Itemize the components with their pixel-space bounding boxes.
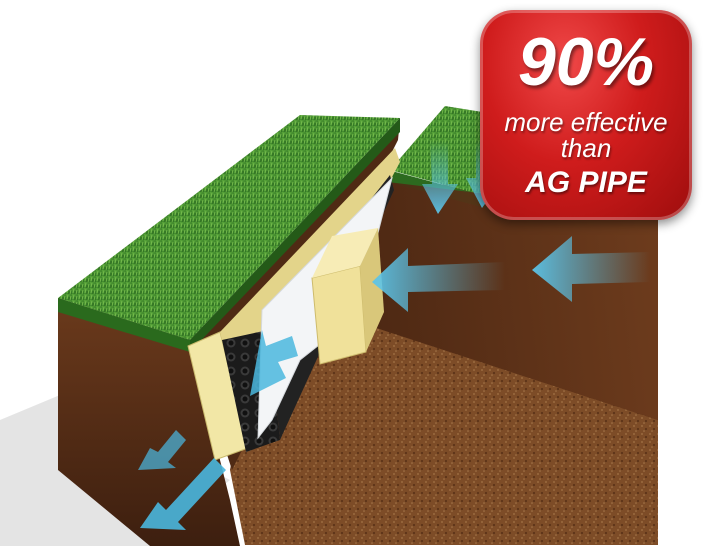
water-flow-arrow-icon <box>138 430 226 530</box>
left-grass-side-edge <box>190 118 400 352</box>
badge-line-3: AG PIPE <box>525 166 647 199</box>
badge-line-2: than <box>560 133 612 163</box>
water-flow-arrow-icon <box>372 248 505 312</box>
left-grass-top <box>58 115 400 340</box>
water-flow-arrow-icon <box>250 330 298 396</box>
left-grass-front-edge <box>58 298 190 352</box>
trench-floor <box>230 320 658 545</box>
water-flow-arrow-icon <box>532 236 650 302</box>
badge-headline: 90% <box>517 24 655 100</box>
effectiveness-badge: 90% more effective than AG PIPE <box>480 10 692 220</box>
geotextile-block-top <box>312 228 378 278</box>
badge-line-1: more effective <box>504 107 668 137</box>
geotextile-block-front <box>311 265 367 365</box>
geotextile-block-side <box>360 228 384 352</box>
trench-back-wall <box>352 182 658 420</box>
